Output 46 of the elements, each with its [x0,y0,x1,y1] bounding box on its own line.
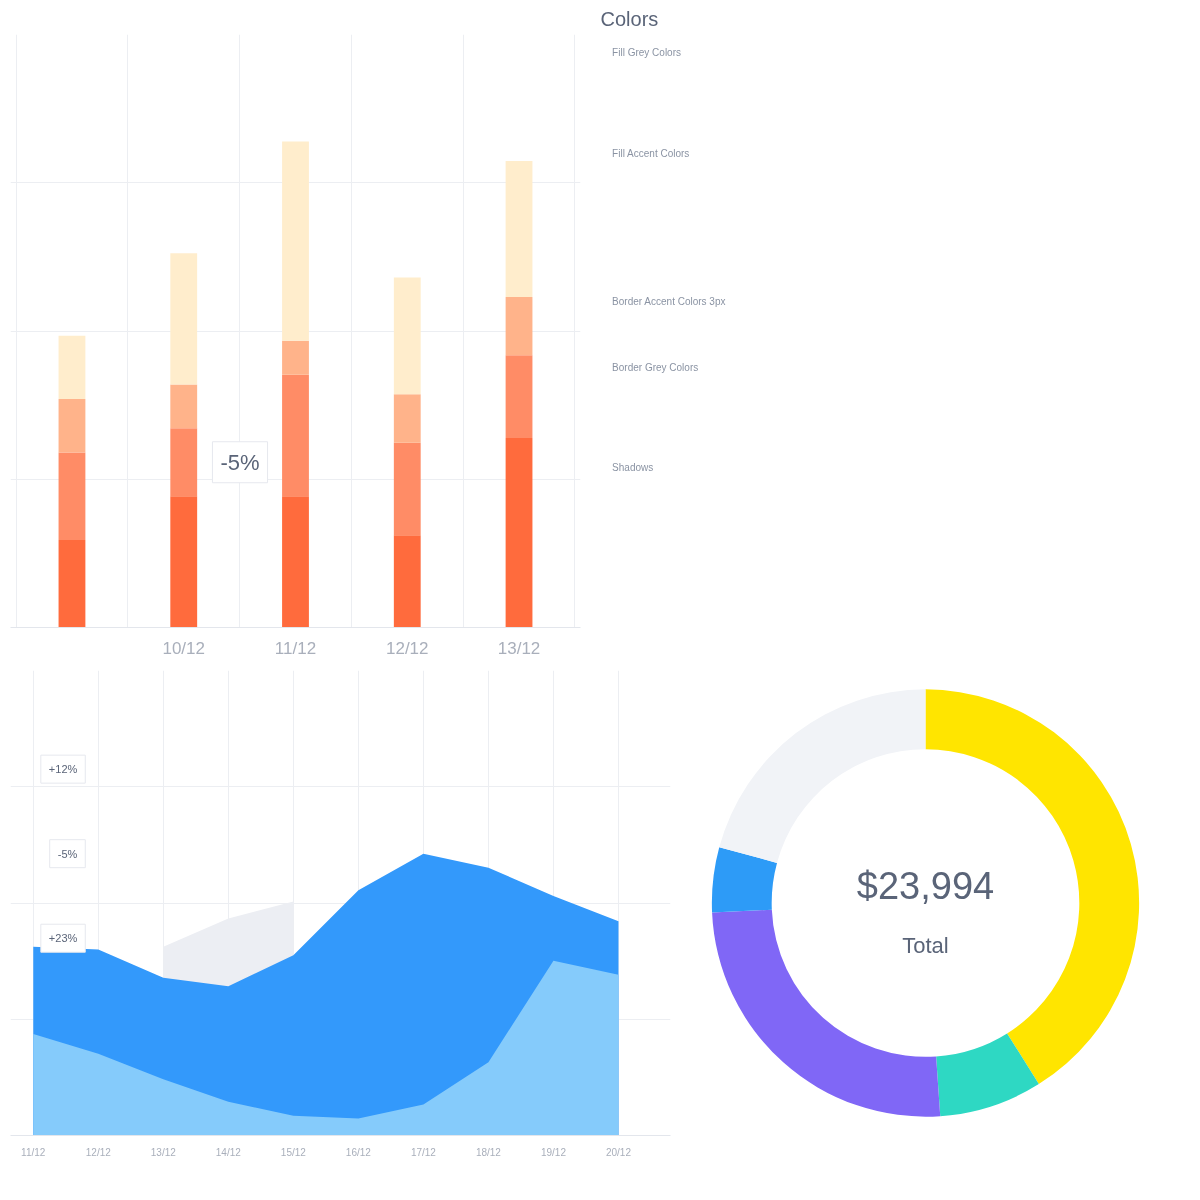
bar [393,394,421,443]
bar [393,535,421,628]
x-tick-label: 15/12 [280,1146,307,1158]
x-tick-label: 18/12 [475,1146,502,1158]
bar [505,160,533,297]
bar [282,141,309,341]
annotation: +23% [48,932,78,945]
bar [170,428,198,497]
text: $23,994 [856,865,995,908]
bar [505,296,533,356]
x-tick-label: 11/12 [274,638,317,658]
bar [393,277,421,395]
bar [393,442,421,536]
x-tick-label: 10/12 [162,638,206,658]
bar [505,437,533,628]
bar [58,399,86,453]
x-tick-label: 13/12 [497,638,541,658]
bar [282,340,309,375]
bar [170,253,198,385]
annotation: -5% [220,449,260,475]
bar [170,384,198,429]
bar [58,540,86,628]
x-tick-label: 17/12 [410,1146,437,1158]
x-tick-label: 16/12 [345,1146,372,1158]
x-tick-label: 13/12 [150,1146,177,1158]
bar [170,496,198,628]
text: Total [902,932,949,958]
text: Colors [600,7,659,30]
x-tick-label: 20/12 [605,1146,632,1158]
text: Fill Accent Colors [612,148,690,160]
text: Shadows [612,462,654,474]
x-tick-label: 19/12 [540,1146,567,1158]
bar [505,355,533,438]
text: +12% [48,763,78,776]
text: Border Grey Colors [612,361,699,373]
x-tick-label: 12/12 [85,1146,112,1158]
bar [58,335,86,400]
x-tick-label: 12/12 [385,638,429,658]
text: Border Accent Colors 3px [612,296,726,308]
annotation: -5% [57,847,78,860]
text: Fill Grey Colors [612,47,682,59]
x-tick-label: 14/12 [215,1146,242,1158]
x-tick-label: 11/12 [21,1146,46,1158]
bar [282,374,309,497]
bar [58,452,86,541]
bar [282,496,309,628]
